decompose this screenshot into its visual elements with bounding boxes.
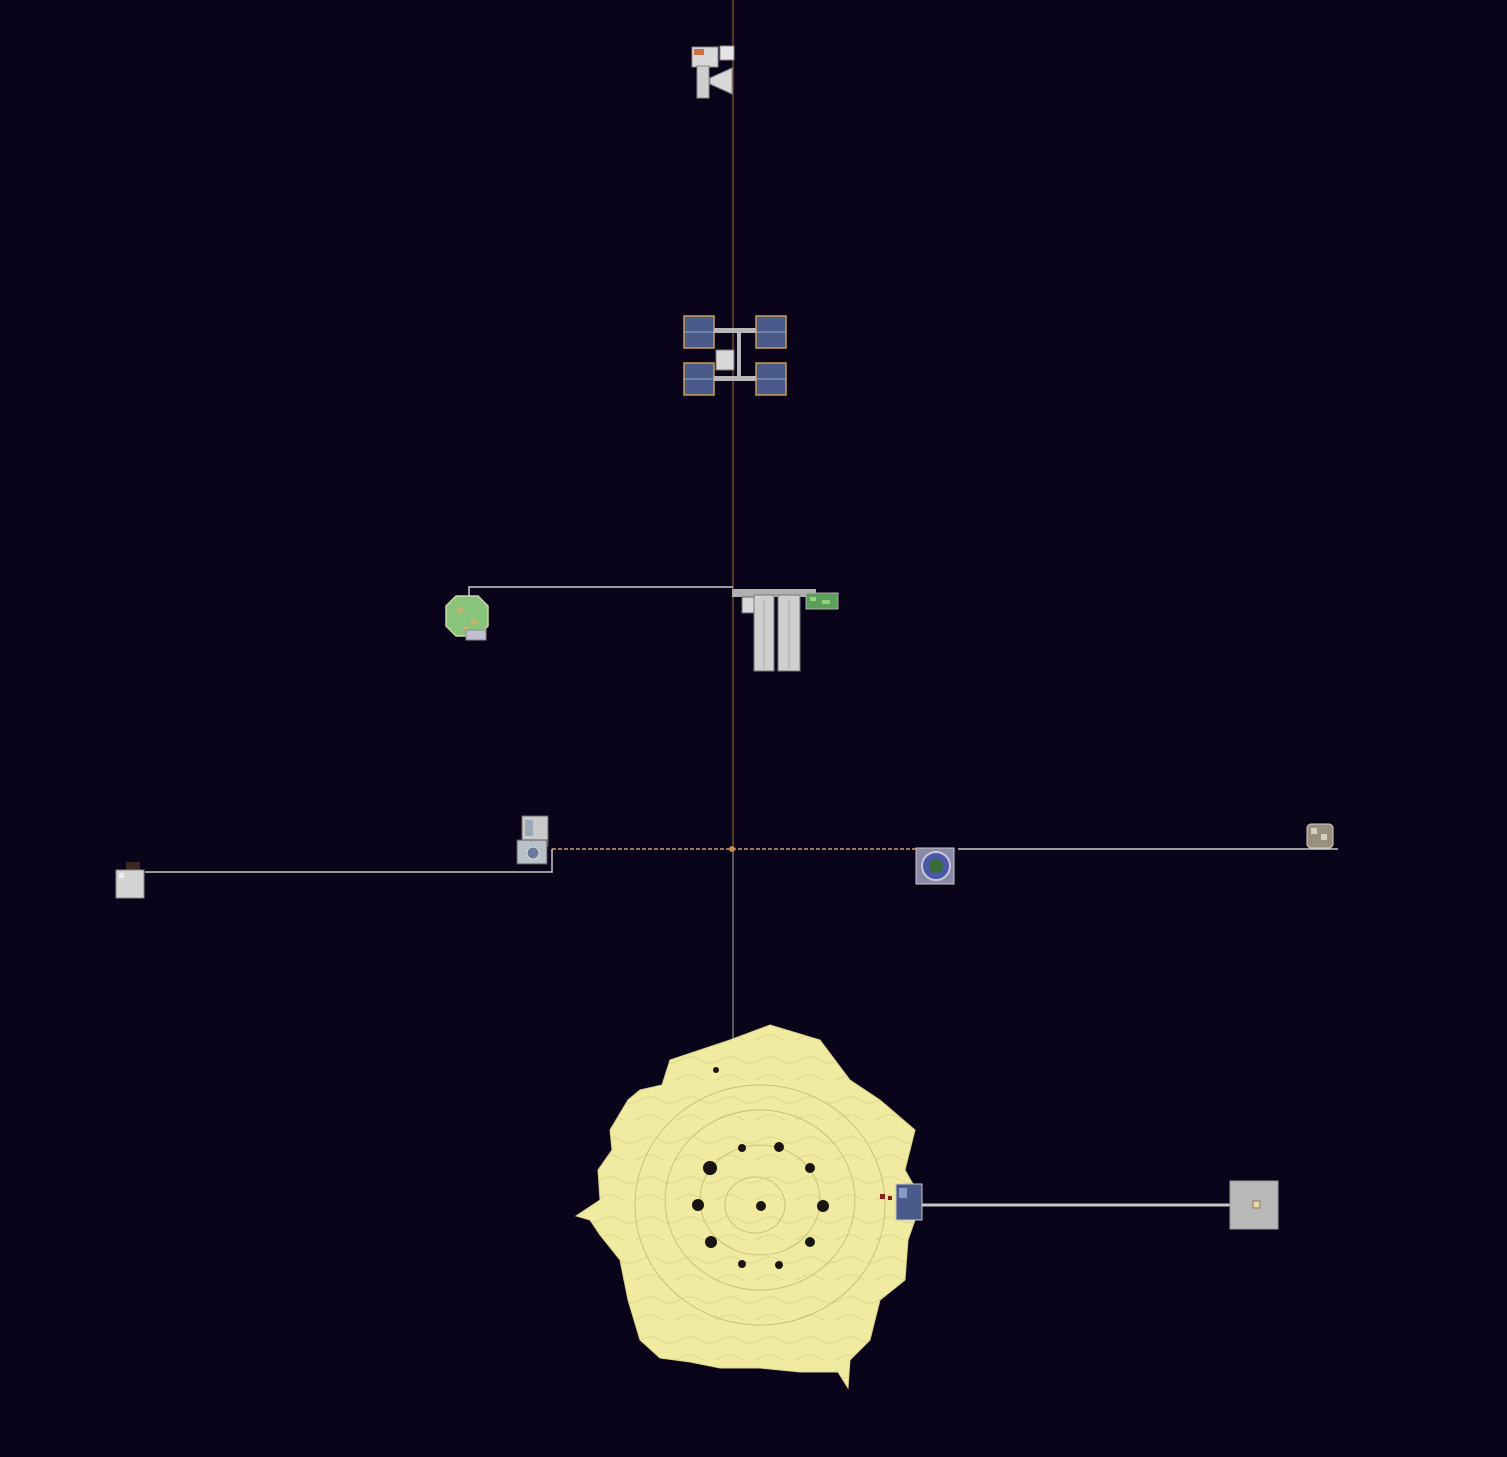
bridge-middle (145, 846, 1338, 873)
south-platform[interactable] (1229, 1180, 1279, 1230)
main-island[interactable] (574, 1024, 923, 1390)
portal-ring[interactable] (915, 847, 955, 885)
machine-station[interactable] (516, 815, 549, 865)
green-dome[interactable] (445, 595, 489, 641)
east-ruin[interactable] (1306, 823, 1334, 849)
top-outpost[interactable] (691, 45, 735, 99)
silo-complex[interactable] (732, 589, 839, 672)
island-dock[interactable] (880, 1183, 923, 1221)
solar-hub[interactable] (683, 315, 787, 396)
west-cabin[interactable] (115, 862, 145, 899)
bridge-upper (468, 586, 733, 596)
